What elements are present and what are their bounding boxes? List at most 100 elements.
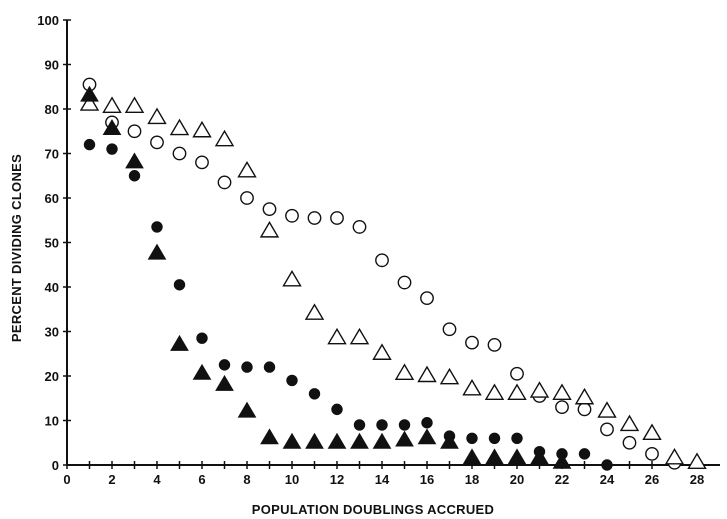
open-circle-point	[240, 191, 254, 205]
x-tick-label: 18	[465, 472, 479, 487]
open-triangle-point	[282, 269, 302, 287]
filled-circle-point	[286, 374, 298, 387]
filled-circle-point	[331, 403, 343, 416]
open-circle-point	[262, 202, 277, 217]
open-triangle-point	[394, 363, 415, 380]
filled-circle-point	[241, 361, 253, 373]
open-circle-point	[352, 220, 367, 234]
y-tick-label: 90	[45, 58, 59, 73]
filled-triangle-point	[215, 374, 234, 391]
x-tick-label: 6	[198, 472, 205, 487]
filled-triangle-point	[282, 432, 302, 449]
open-circle-point	[420, 291, 434, 306]
filled-circle-point	[488, 432, 501, 444]
open-circle-point	[577, 402, 592, 417]
filled-triangle-point	[260, 428, 279, 445]
x-axis-title: POPULATION DOUBLINGS ACCRUED	[252, 502, 494, 517]
open-triangle-point	[529, 381, 550, 398]
filled-triangle-point	[170, 334, 189, 351]
filled-triangle-point	[237, 401, 257, 418]
open-circle-point	[555, 400, 569, 415]
open-triangle-point	[619, 414, 640, 432]
filled-triangle-point	[327, 432, 347, 449]
open-triangle-point	[642, 423, 662, 441]
open-triangle-point	[574, 387, 595, 405]
open-circle-point	[307, 211, 322, 225]
filled-triangle-point	[530, 448, 549, 465]
data-marks	[79, 77, 707, 471]
filled-circle-point	[173, 279, 186, 291]
open-triangle-point	[304, 303, 325, 320]
filled-circle-point	[196, 332, 208, 344]
x-tick-label: 12	[330, 472, 344, 487]
open-triangle-point	[259, 221, 280, 238]
x-tick-label: 4	[153, 472, 161, 487]
x-tick-label: 8	[243, 472, 250, 487]
x-tick-label: 14	[375, 472, 390, 487]
filled-circle-point	[511, 432, 523, 444]
filled-circle-point	[421, 417, 433, 429]
y-tick-label: 40	[45, 280, 59, 295]
open-triangle-point	[124, 96, 145, 113]
open-circle-point	[645, 446, 659, 461]
filled-triangle-point	[485, 448, 504, 465]
open-triangle-point	[214, 129, 235, 147]
open-circle-point	[285, 208, 299, 223]
y-tick-label: 70	[45, 147, 59, 162]
open-circle-point	[195, 155, 209, 170]
y-tick-label: 20	[45, 369, 59, 384]
x-tick-label: 22	[555, 472, 569, 487]
filled-circle-point	[106, 143, 118, 155]
open-triangle-point	[507, 383, 527, 400]
open-circle-point	[127, 124, 142, 139]
open-triangle-point	[372, 343, 392, 360]
filled-circle-point	[601, 459, 613, 471]
x-tick-label: 10	[285, 472, 299, 487]
y-tick-label: 100	[37, 13, 59, 28]
x-tick-label: 28	[690, 472, 704, 487]
filled-triangle-point	[462, 448, 482, 465]
open-triangle-point	[687, 452, 707, 469]
open-circle-point	[600, 422, 614, 437]
open-triangle-point	[349, 327, 370, 345]
x-tick-label: 16	[420, 472, 434, 487]
y-tick-label: 80	[45, 102, 59, 117]
filled-triangle-point	[372, 432, 392, 449]
y-tick-label: 50	[45, 236, 59, 251]
open-circle-point	[510, 366, 524, 381]
filled-circle-point	[398, 419, 411, 431]
filled-circle-point	[83, 138, 96, 151]
filled-triangle-point	[80, 85, 99, 102]
x-tick-label: 26	[645, 472, 659, 487]
filled-circle-point	[353, 419, 366, 431]
filled-circle-point	[218, 359, 231, 371]
y-tick-label: 0	[52, 458, 59, 473]
open-triangle-point	[192, 120, 212, 138]
open-triangle-point	[147, 107, 167, 125]
open-triangle-point	[327, 327, 347, 345]
open-circle-point	[622, 435, 637, 450]
filled-triangle-point	[417, 428, 437, 445]
filled-circle-point	[263, 361, 276, 373]
filled-triangle-point	[350, 432, 369, 449]
open-triangle-point	[552, 383, 572, 400]
filled-triangle-point	[102, 119, 122, 136]
x-tick-label: 0	[63, 472, 70, 487]
open-circle-point	[465, 335, 479, 350]
open-triangle-point	[462, 379, 482, 396]
y-axis-title: PERCENT DIVIDING CLONES	[9, 154, 24, 342]
open-circle-point	[172, 146, 187, 161]
filled-triangle-point	[125, 152, 144, 169]
filled-triangle-point	[395, 430, 414, 447]
filled-triangle-point	[192, 363, 212, 380]
filled-circle-point	[466, 432, 478, 444]
open-triangle-point	[597, 401, 617, 418]
open-circle-point	[375, 253, 389, 268]
open-triangle-point	[237, 160, 257, 178]
open-triangle-point	[664, 447, 685, 465]
filled-circle-point	[578, 448, 591, 460]
filled-triangle-point	[305, 432, 324, 449]
open-circle-point	[442, 322, 457, 337]
